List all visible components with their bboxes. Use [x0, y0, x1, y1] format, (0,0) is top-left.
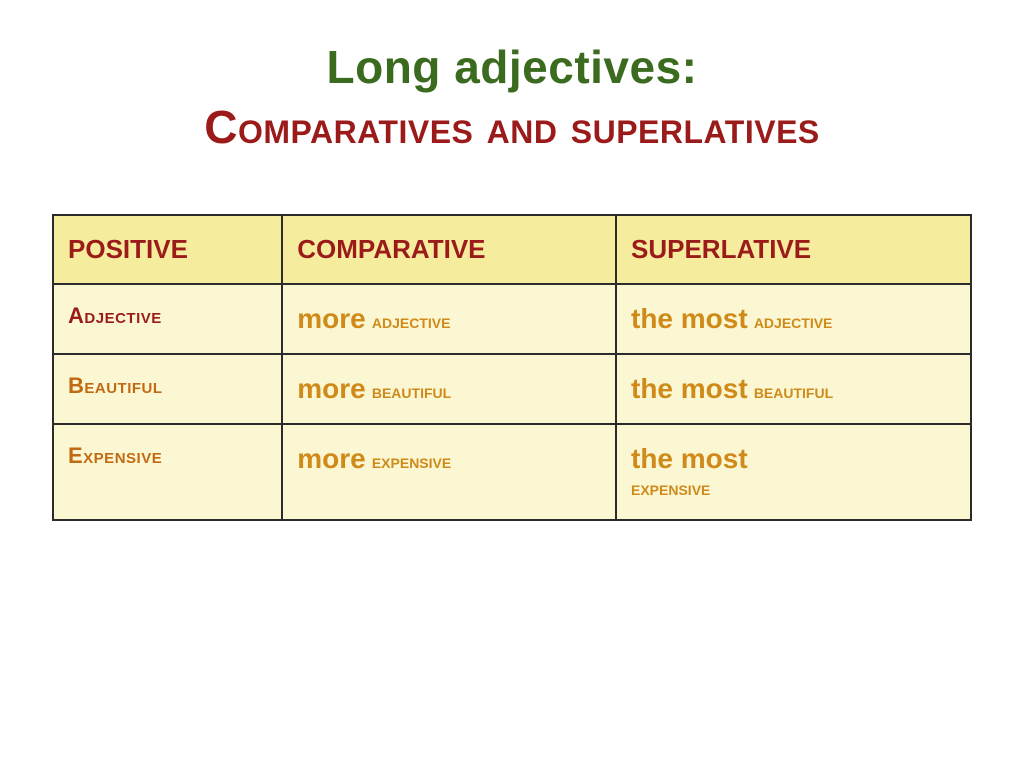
table-header-row: Positive Comparative Superlative [53, 215, 971, 284]
superlative-prefix: the most [631, 373, 748, 404]
adjectives-table: Positive Comparative Superlative Adjecti… [52, 214, 972, 521]
cell-positive: Expensive [53, 424, 282, 520]
comparative-prefix: more [297, 373, 365, 404]
cell-superlative: the most expensive [616, 424, 971, 520]
comparative-prefix: more [297, 303, 365, 334]
col-superlative: Superlative [616, 215, 971, 284]
superlative-prefix: the most [631, 443, 748, 474]
positive-word: Adjective [68, 303, 162, 328]
cell-positive: Beautiful [53, 354, 282, 424]
cell-comparative: more adjective [282, 284, 616, 354]
positive-word: Beautiful [68, 373, 163, 398]
superlative-word: adjective [754, 311, 833, 333]
cell-superlative: the most adjective [616, 284, 971, 354]
positive-word: Expensive [68, 443, 162, 468]
cell-comparative: more expensive [282, 424, 616, 520]
superlative-word: beautiful [754, 381, 833, 403]
heading-line2: Comparatives and superlatives [204, 100, 820, 154]
table-row: Expensive more expensive the most expensi… [53, 424, 971, 520]
comparative-word: beautiful [372, 381, 451, 403]
comparative-word: adjective [372, 311, 451, 333]
col-comparative: Comparative [282, 215, 616, 284]
table-row: Adjective more adjective the most adject… [53, 284, 971, 354]
table-row: Beautiful more beautiful the most beauti… [53, 354, 971, 424]
cell-positive: Adjective [53, 284, 282, 354]
comparative-prefix: more [297, 443, 365, 474]
cell-comparative: more beautiful [282, 354, 616, 424]
col-positive: Positive [53, 215, 282, 284]
cell-superlative: the most beautiful [616, 354, 971, 424]
superlative-prefix: the most [631, 303, 748, 334]
superlative-word: expensive [631, 478, 710, 500]
comparative-word: expensive [372, 451, 451, 473]
heading-line1: Long adjectives: [327, 40, 698, 94]
